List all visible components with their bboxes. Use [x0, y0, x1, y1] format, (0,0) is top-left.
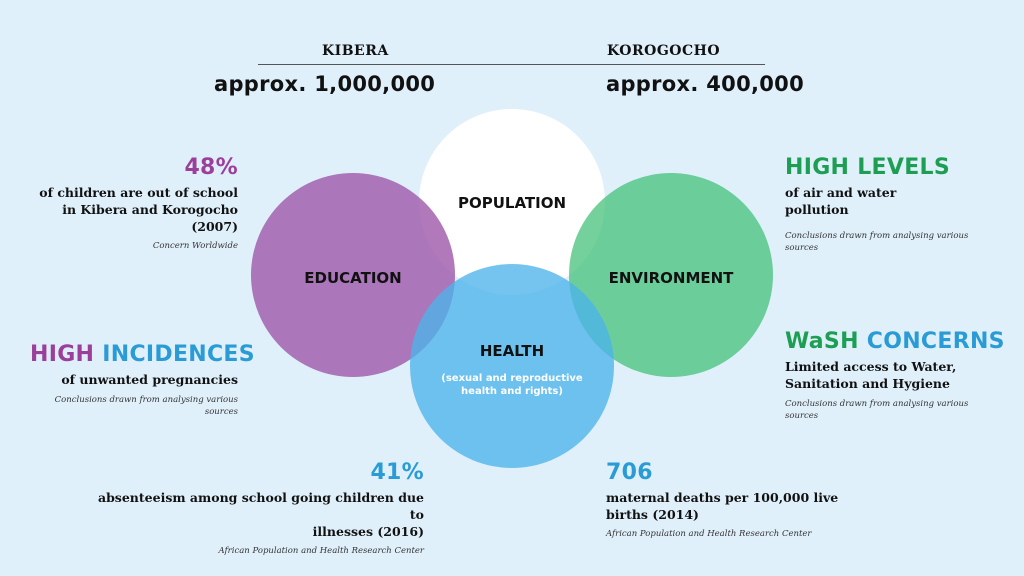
korogocho-label: KOROGOCHO	[607, 43, 721, 59]
education-stat-incidences: HIGH INCIDENCES of unwanted pregnancies …	[30, 342, 255, 418]
health-subtitle-line2: health and rights)	[461, 386, 563, 397]
education-stat-line2: in Kibera and Korogocho	[62, 202, 238, 217]
wash-value-part2: CONCERNS	[866, 329, 1005, 354]
incidences-value-part1: HIGH	[30, 342, 95, 367]
incidences-value-part2: INCIDENCES	[102, 342, 255, 367]
environment-stat-wash: WaSH CONCERNS Limited access to Water, S…	[785, 329, 1004, 422]
pollution-line2: pollution	[785, 202, 849, 217]
maternal-deaths-value: 706	[606, 460, 653, 485]
absenteeism-value: 41%	[370, 460, 424, 485]
education-stat-source: Concern Worldwide	[152, 241, 238, 251]
health-circle-label: HEALTH	[480, 342, 544, 360]
wash-source-line2: sources	[785, 411, 819, 421]
wash-line2: Sanitation and Hygiene	[785, 376, 950, 391]
health-circle	[410, 264, 614, 468]
education-stat-line1: of children are out of school	[39, 185, 238, 200]
population-circle	[419, 109, 605, 295]
pollution-line1: of air and water	[785, 185, 897, 200]
absenteeism-source: African Population and Health Research C…	[218, 546, 424, 556]
korogocho-population: approx. 400,000	[606, 72, 805, 96]
kibera-label: KIBERA	[322, 43, 389, 59]
incidences-line1: of unwanted pregnancies	[61, 372, 238, 387]
population-circle-label: POPULATION	[458, 194, 566, 212]
pollution-source-line1: Conclusions drawn from analysing various	[785, 231, 969, 241]
environment-circle	[569, 173, 773, 377]
environment-circle-label: ENVIRONMENT	[609, 269, 735, 287]
education-stat-value: 48%	[184, 155, 238, 180]
education-stat-48: 48% of children are out of school in Kib…	[30, 155, 238, 252]
education-circle-label: EDUCATION	[304, 269, 401, 287]
education-stat-line3: (2007)	[191, 219, 238, 234]
education-circle	[251, 173, 455, 377]
maternal-deaths-source: African Population and Health Research C…	[606, 529, 812, 539]
wash-value: WaSH CONCERNS	[785, 329, 1004, 354]
wash-value-part1: WaSH	[785, 329, 859, 354]
maternal-deaths-line2: births (2014)	[606, 507, 699, 522]
absenteeism-line1: absenteeism among school going children …	[97, 490, 424, 522]
incidences-value: HIGH INCIDENCES	[30, 342, 255, 367]
incidences-source-line2: sources	[204, 407, 238, 417]
header-divider	[258, 64, 765, 65]
maternal-deaths-line1: maternal deaths per 100,000 live	[606, 490, 839, 505]
health-stat-41: 41% absenteeism among school going child…	[90, 460, 424, 557]
wash-source-line1: Conclusions drawn from analysing various	[785, 399, 969, 409]
pollution-value: HIGH LEVELS	[785, 155, 950, 180]
pollution-source-line2: sources	[785, 243, 819, 253]
absenteeism-line2: illnesses (2016)	[312, 524, 424, 539]
health-subtitle-line1: (sexual and reproductive	[441, 373, 583, 384]
health-stat-706: 706 maternal deaths per 100,000 live bir…	[606, 460, 896, 540]
incidences-source-line1: Conclusions drawn from analysing various	[54, 395, 238, 405]
environment-stat-pollution: HIGH LEVELS of air and water pollution C…	[785, 155, 995, 254]
kibera-population: approx. 1,000,000	[214, 72, 436, 96]
wash-line1: Limited access to Water,	[785, 359, 957, 374]
